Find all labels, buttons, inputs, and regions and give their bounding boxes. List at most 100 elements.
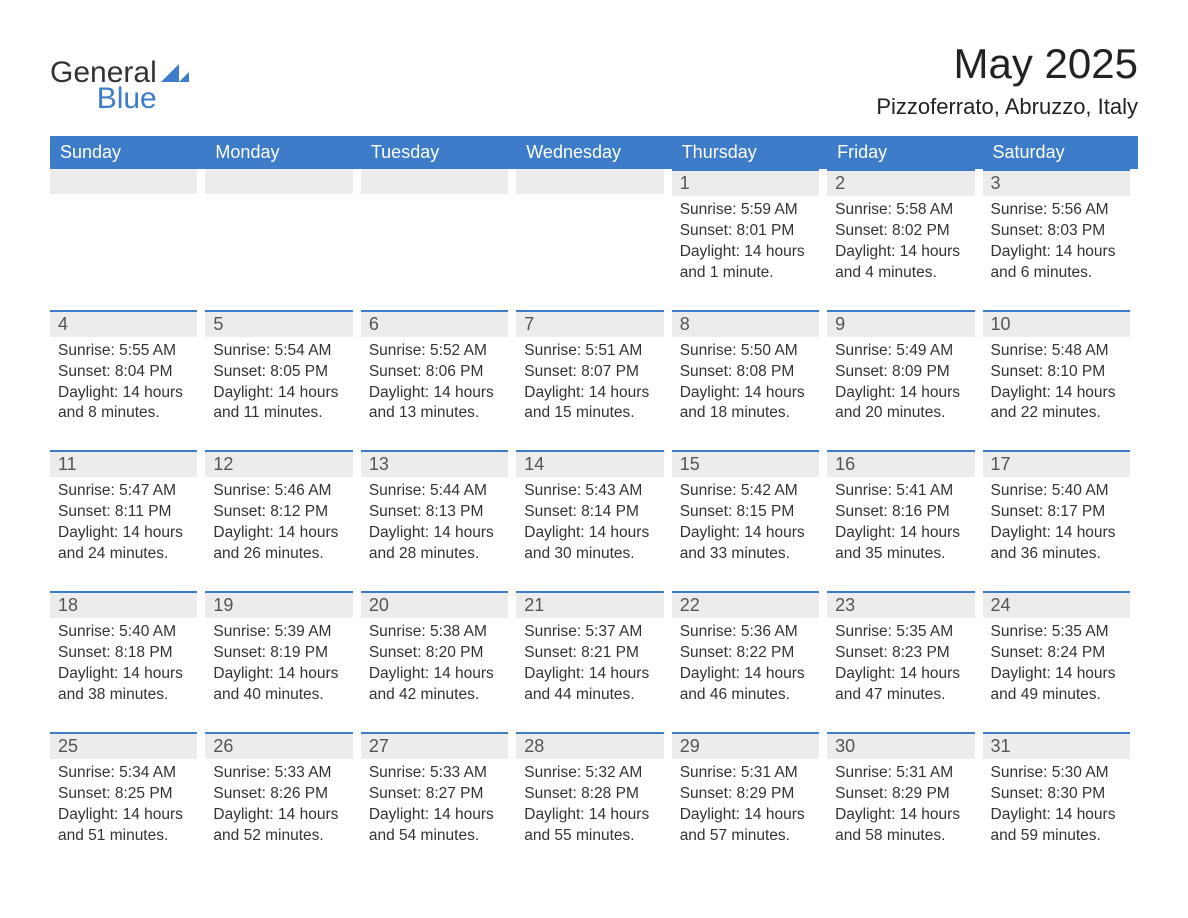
sunrise-text: Sunrise: 5:39 AM — [213, 622, 352, 643]
col-wednesday: Wednesday — [516, 136, 671, 169]
day-number: 28 — [516, 732, 663, 759]
daylight-text-1: Daylight: 14 hours — [58, 805, 197, 826]
sunrise-text: Sunrise: 5:36 AM — [680, 622, 819, 643]
daylight-text-2: and 49 minutes. — [991, 685, 1130, 706]
page-title: May 2025 — [876, 40, 1138, 88]
daylight-text-2: and 6 minutes. — [991, 263, 1130, 284]
daylight-text-2: and 1 minute. — [680, 263, 819, 284]
day-number: 7 — [516, 310, 663, 337]
daylight-text-2: and 55 minutes. — [524, 826, 663, 847]
daylight-text-1: Daylight: 14 hours — [835, 523, 974, 544]
day-number: 31 — [983, 732, 1130, 759]
sunset-text: Sunset: 8:09 PM — [835, 362, 974, 383]
sunrise-text: Sunrise: 5:56 AM — [991, 200, 1130, 221]
day-number: 29 — [672, 732, 819, 759]
day-cell: 5Sunrise: 5:54 AMSunset: 8:05 PMDaylight… — [205, 310, 360, 425]
sunrise-text: Sunrise: 5:31 AM — [680, 763, 819, 784]
col-sunday: Sunday — [50, 136, 205, 169]
sunrise-text: Sunrise: 5:51 AM — [524, 341, 663, 362]
daylight-text-1: Daylight: 14 hours — [991, 805, 1130, 826]
daylight-text-2: and 59 minutes. — [991, 826, 1130, 847]
sunset-text: Sunset: 8:03 PM — [991, 221, 1130, 242]
sunset-text: Sunset: 8:29 PM — [835, 784, 974, 805]
sunset-text: Sunset: 8:21 PM — [524, 643, 663, 664]
sunrise-text: Sunrise: 5:49 AM — [835, 341, 974, 362]
sunset-text: Sunset: 8:20 PM — [369, 643, 508, 664]
day-cell: 20Sunrise: 5:38 AMSunset: 8:20 PMDayligh… — [361, 591, 516, 706]
day-number: 5 — [205, 310, 352, 337]
day-number: 23 — [827, 591, 974, 618]
sunrise-text: Sunrise: 5:32 AM — [524, 763, 663, 784]
day-cell — [205, 169, 360, 284]
day-number: 9 — [827, 310, 974, 337]
daylight-text-1: Daylight: 14 hours — [835, 805, 974, 826]
sunset-text: Sunset: 8:25 PM — [58, 784, 197, 805]
day-number: 18 — [50, 591, 197, 618]
daylight-text-1: Daylight: 14 hours — [680, 805, 819, 826]
page-subtitle: Pizzoferrato, Abruzzo, Italy — [876, 94, 1138, 120]
daylight-text-1: Daylight: 14 hours — [369, 383, 508, 404]
day-number: 11 — [50, 450, 197, 477]
sunrise-text: Sunrise: 5:33 AM — [213, 763, 352, 784]
sunset-text: Sunset: 8:28 PM — [524, 784, 663, 805]
day-body: Sunrise: 5:47 AMSunset: 8:11 PMDaylight:… — [50, 477, 197, 565]
daylight-text-2: and 18 minutes. — [680, 403, 819, 424]
day-number: 21 — [516, 591, 663, 618]
sunrise-text: Sunrise: 5:40 AM — [58, 622, 197, 643]
logo-text: General Blue — [50, 58, 157, 114]
weeks-container: 1Sunrise: 5:59 AMSunset: 8:01 PMDaylight… — [50, 169, 1138, 872]
sunrise-text: Sunrise: 5:33 AM — [369, 763, 508, 784]
daylight-text-1: Daylight: 14 hours — [991, 664, 1130, 685]
day-body: Sunrise: 5:51 AMSunset: 8:07 PMDaylight:… — [516, 337, 663, 425]
daylight-text-2: and 24 minutes. — [58, 544, 197, 565]
day-cell — [516, 169, 671, 284]
day-body: Sunrise: 5:41 AMSunset: 8:16 PMDaylight:… — [827, 477, 974, 565]
daylight-text-2: and 28 minutes. — [369, 544, 508, 565]
daylight-text-2: and 47 minutes. — [835, 685, 974, 706]
day-body: Sunrise: 5:30 AMSunset: 8:30 PMDaylight:… — [983, 759, 1130, 847]
daylight-text-1: Daylight: 14 hours — [58, 664, 197, 685]
day-cell: 30Sunrise: 5:31 AMSunset: 8:29 PMDayligh… — [827, 732, 982, 847]
daylight-text-2: and 33 minutes. — [680, 544, 819, 565]
day-number: 4 — [50, 310, 197, 337]
daylight-text-2: and 46 minutes. — [680, 685, 819, 706]
day-body: Sunrise: 5:40 AMSunset: 8:17 PMDaylight:… — [983, 477, 1130, 565]
daylight-text-2: and 4 minutes. — [835, 263, 974, 284]
day-cell: 11Sunrise: 5:47 AMSunset: 8:11 PMDayligh… — [50, 450, 205, 565]
col-friday: Friday — [827, 136, 982, 169]
sunset-text: Sunset: 8:07 PM — [524, 362, 663, 383]
sunrise-text: Sunrise: 5:50 AM — [680, 341, 819, 362]
daylight-text-1: Daylight: 14 hours — [524, 664, 663, 685]
daylight-text-2: and 42 minutes. — [369, 685, 508, 706]
day-number: 16 — [827, 450, 974, 477]
day-body: Sunrise: 5:58 AMSunset: 8:02 PMDaylight:… — [827, 196, 974, 284]
daylight-text-2: and 22 minutes. — [991, 403, 1130, 424]
daylight-text-1: Daylight: 14 hours — [991, 523, 1130, 544]
day-number: 3 — [983, 169, 1130, 196]
daylight-text-1: Daylight: 14 hours — [835, 242, 974, 263]
week-row: 11Sunrise: 5:47 AMSunset: 8:11 PMDayligh… — [50, 450, 1138, 591]
sunset-text: Sunset: 8:04 PM — [58, 362, 197, 383]
sunrise-text: Sunrise: 5:35 AM — [991, 622, 1130, 643]
triangle-icon — [161, 62, 189, 87]
day-number: 27 — [361, 732, 508, 759]
day-cell: 12Sunrise: 5:46 AMSunset: 8:12 PMDayligh… — [205, 450, 360, 565]
daylight-text-1: Daylight: 14 hours — [680, 523, 819, 544]
day-number: 10 — [983, 310, 1130, 337]
sunrise-text: Sunrise: 5:52 AM — [369, 341, 508, 362]
day-body: Sunrise: 5:56 AMSunset: 8:03 PMDaylight:… — [983, 196, 1130, 284]
day-cell: 24Sunrise: 5:35 AMSunset: 8:24 PMDayligh… — [983, 591, 1138, 706]
daylight-text-2: and 57 minutes. — [680, 826, 819, 847]
sunrise-text: Sunrise: 5:46 AM — [213, 481, 352, 502]
sunset-text: Sunset: 8:16 PM — [835, 502, 974, 523]
sunrise-text: Sunrise: 5:38 AM — [369, 622, 508, 643]
sunset-text: Sunset: 8:02 PM — [835, 221, 974, 242]
week-row: 1Sunrise: 5:59 AMSunset: 8:01 PMDaylight… — [50, 169, 1138, 310]
day-number: 22 — [672, 591, 819, 618]
day-body: Sunrise: 5:52 AMSunset: 8:06 PMDaylight:… — [361, 337, 508, 425]
sunset-text: Sunset: 8:13 PM — [369, 502, 508, 523]
day-body: Sunrise: 5:49 AMSunset: 8:09 PMDaylight:… — [827, 337, 974, 425]
day-cell: 29Sunrise: 5:31 AMSunset: 8:29 PMDayligh… — [672, 732, 827, 847]
sunset-text: Sunset: 8:24 PM — [991, 643, 1130, 664]
day-body: Sunrise: 5:39 AMSunset: 8:19 PMDaylight:… — [205, 618, 352, 706]
